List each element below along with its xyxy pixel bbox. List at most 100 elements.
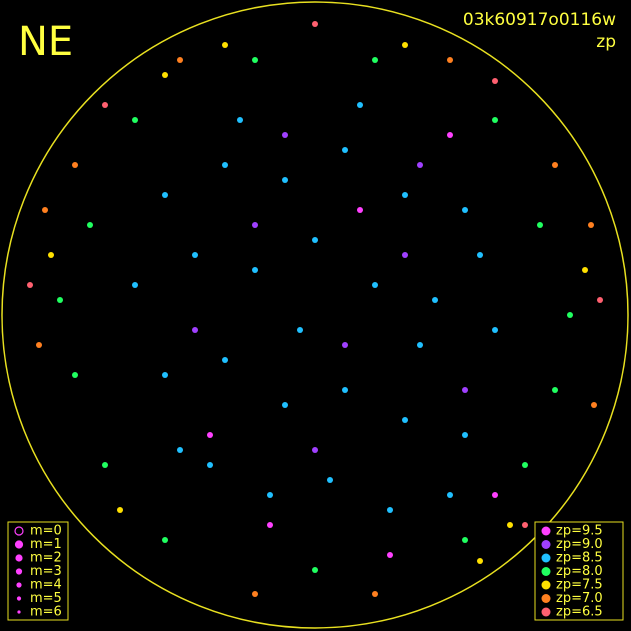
star-point	[48, 252, 54, 258]
star-point	[387, 507, 393, 513]
star-point	[162, 192, 168, 198]
star-point	[177, 57, 183, 63]
star-point	[252, 57, 258, 63]
star-point	[222, 162, 228, 168]
star-point	[207, 462, 213, 468]
star-point	[492, 492, 498, 498]
legend-swatch	[541, 567, 551, 576]
star-point	[597, 297, 603, 303]
star-point	[57, 297, 63, 303]
star-point	[267, 522, 273, 528]
star-point	[582, 267, 588, 273]
star-point	[492, 327, 498, 333]
star-point	[162, 72, 168, 78]
star-point	[342, 342, 348, 348]
magnitude-label: m=1	[30, 537, 62, 552]
star-point	[132, 117, 138, 123]
star-point	[267, 492, 273, 498]
star-point	[507, 522, 513, 528]
star-point	[432, 297, 438, 303]
star-point	[207, 432, 213, 438]
magnitude-swatch	[17, 610, 21, 614]
star-point	[36, 342, 42, 348]
magnitude-swatch	[15, 568, 23, 575]
star-point	[237, 117, 243, 123]
star-point	[417, 342, 423, 348]
star-point	[177, 447, 183, 453]
star-point	[462, 537, 468, 543]
star-point	[72, 162, 78, 168]
legend-label: zp=6.5	[556, 605, 603, 620]
star-point	[252, 267, 258, 273]
star-point	[162, 537, 168, 543]
star-point	[402, 192, 408, 198]
star-point	[222, 357, 228, 363]
legend-label: zp=9.0	[556, 537, 603, 552]
star-point	[477, 252, 483, 258]
magnitude-swatch	[16, 596, 22, 601]
star-point	[42, 207, 48, 213]
star-point	[447, 492, 453, 498]
legend-label: zp=7.5	[556, 578, 603, 593]
star-point	[117, 507, 123, 513]
star-point	[402, 417, 408, 423]
magnitude-label: m=4	[30, 578, 62, 593]
magnitude-swatch	[15, 554, 23, 562]
star-point	[402, 42, 408, 48]
legend-swatch	[541, 607, 551, 617]
star-point	[522, 462, 528, 468]
star-point	[588, 222, 594, 228]
chart-subtitle: 03k60917o0116w	[463, 10, 616, 30]
star-point	[357, 102, 363, 108]
star-point	[342, 147, 348, 153]
legend-label: zp=7.0	[556, 591, 603, 606]
star-point	[492, 78, 498, 84]
star-point	[402, 252, 408, 258]
star-point	[591, 402, 597, 408]
star-point	[312, 447, 318, 453]
legend-swatch	[541, 553, 551, 563]
star-point	[87, 222, 93, 228]
legend-label: zp=9.5	[556, 524, 603, 539]
star-point	[492, 117, 498, 123]
star-point	[477, 558, 483, 564]
star-point	[192, 252, 198, 258]
star-point	[72, 372, 78, 378]
star-point	[162, 372, 168, 378]
star-point	[282, 402, 288, 408]
legend-swatch	[541, 594, 551, 603]
star-point	[357, 207, 363, 213]
star-point	[102, 462, 108, 468]
star-point	[462, 432, 468, 438]
star-point	[312, 21, 318, 27]
star-point	[252, 222, 258, 228]
star-point	[537, 222, 543, 228]
legend-label: zp=8.5	[556, 551, 603, 566]
star-point	[462, 207, 468, 213]
magnitude-label: m=2	[30, 551, 62, 566]
star-point	[102, 102, 108, 108]
star-point	[297, 327, 303, 333]
magnitude-label: m=3	[30, 564, 62, 579]
magnitude-label: m=0	[30, 524, 62, 539]
star-point	[27, 282, 33, 288]
magnitude-label: m=6	[30, 605, 62, 620]
star-point	[567, 312, 573, 318]
legend-swatch	[541, 540, 551, 549]
star-point	[132, 282, 138, 288]
chart-title: NE	[18, 19, 73, 65]
legend-label: zp=8.0	[556, 564, 603, 579]
star-point	[327, 477, 333, 483]
star-point	[252, 591, 258, 597]
star-point	[372, 591, 378, 597]
magnitude-swatch	[14, 540, 24, 549]
star-point	[192, 327, 198, 333]
star-point	[372, 282, 378, 288]
magnitude-label: m=5	[30, 591, 62, 606]
star-point	[552, 162, 558, 168]
star-point	[312, 237, 318, 243]
annotation: zp	[596, 32, 616, 52]
legend-swatch	[541, 580, 551, 590]
